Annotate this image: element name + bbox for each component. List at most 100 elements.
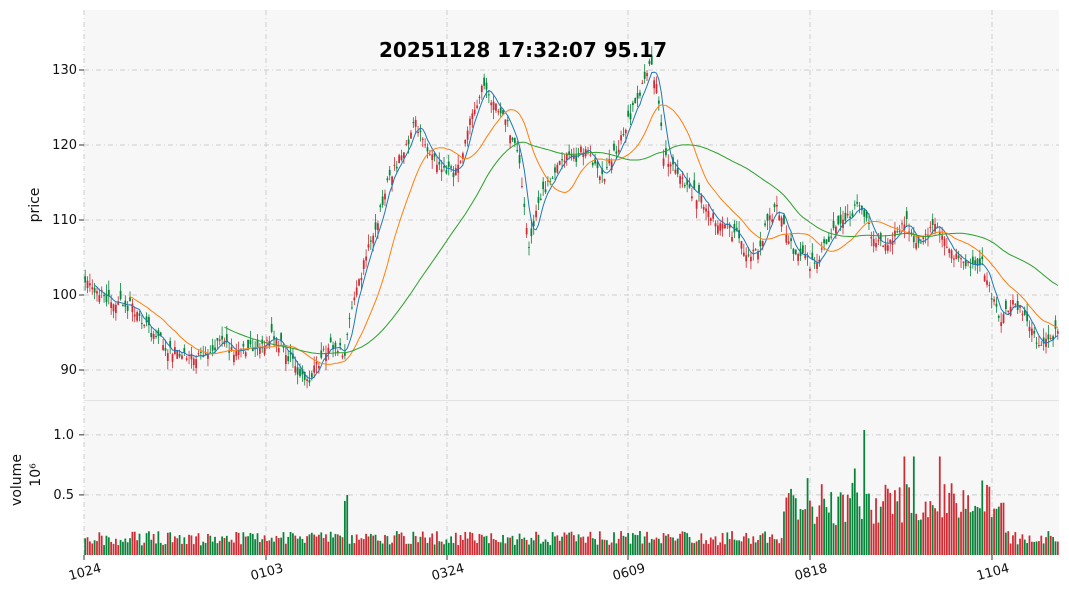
- candle-body: [162, 345, 164, 350]
- volume-bar: [629, 543, 632, 555]
- candle-body: [941, 235, 944, 240]
- candle-body: [598, 176, 601, 181]
- volume-bar: [296, 538, 299, 555]
- candle-body: [339, 342, 342, 346]
- volume-bar: [983, 511, 986, 555]
- volume-bar: [504, 543, 507, 555]
- volume-bar: [974, 505, 977, 555]
- volume-bar: [853, 468, 856, 555]
- candle-body: [898, 230, 901, 232]
- candle-body: [853, 204, 856, 206]
- volume-bar: [480, 534, 483, 555]
- candle-body: [244, 352, 247, 357]
- candle-body: [1035, 342, 1038, 344]
- candle-body: [1021, 314, 1024, 316]
- volume-bar: [506, 537, 509, 555]
- candle-body: [894, 230, 896, 237]
- candle-body: [639, 92, 641, 96]
- candle-body: [691, 196, 693, 199]
- candle-body: [997, 316, 1000, 318]
- volume-bar: [667, 534, 670, 555]
- volume-bar: [976, 506, 979, 555]
- candle-body: [920, 242, 922, 244]
- candle-body: [1038, 345, 1040, 347]
- volume-bar: [240, 544, 242, 555]
- volume-bar: [849, 498, 851, 555]
- volume-bar: [1023, 539, 1026, 555]
- candle-body: [417, 132, 419, 134]
- candle-body: [207, 353, 209, 359]
- volume-bar: [499, 542, 502, 555]
- ma-mid-line: [129, 104, 1059, 365]
- volume-bar: [716, 545, 719, 555]
- candle-body: [421, 138, 424, 140]
- candle-body: [724, 224, 726, 229]
- volume-bar: [707, 544, 710, 555]
- volume-bar: [851, 482, 854, 555]
- volume-bar: [490, 533, 493, 555]
- volume-bar: [143, 542, 146, 555]
- volume-bar: [962, 490, 965, 555]
- volume-bar: [745, 532, 748, 555]
- volume-bar: [750, 543, 752, 555]
- volume-bar: [912, 456, 915, 555]
- volume-bar: [747, 538, 750, 555]
- volume-bar: [155, 543, 157, 555]
- volume-bar: [185, 544, 188, 555]
- candle-body: [693, 180, 696, 189]
- volume-bar: [766, 542, 769, 555]
- candle-body: [665, 148, 667, 156]
- candle-body: [886, 245, 889, 251]
- candle-body: [1012, 300, 1014, 305]
- candle-body: [287, 356, 290, 362]
- volume-bar: [176, 538, 179, 555]
- volume-bar: [211, 541, 214, 555]
- volume-bar: [221, 536, 223, 555]
- volume-bar: [537, 534, 540, 555]
- candle-body: [858, 205, 861, 207]
- candle-body: [620, 135, 622, 141]
- volume-bar: [447, 542, 450, 555]
- volume-bar: [551, 532, 554, 555]
- volume-bar: [778, 543, 781, 555]
- candle-body: [551, 177, 554, 179]
- volume-bar: [287, 536, 290, 555]
- candle-body: [731, 236, 733, 242]
- candle-body: [662, 158, 665, 166]
- candle-body: [988, 284, 991, 286]
- volume-bar: [268, 540, 271, 555]
- candle-body: [929, 226, 932, 228]
- volume-bar: [799, 509, 802, 555]
- volume-bar: [941, 517, 944, 555]
- candle-body: [509, 135, 512, 144]
- candle-body: [615, 151, 618, 154]
- candle-body: [554, 167, 556, 173]
- candle-body: [1052, 336, 1054, 341]
- candle-body: [103, 295, 105, 297]
- x-tick-label: 1024: [67, 561, 103, 584]
- volume-bar: [242, 532, 245, 555]
- candle-body: [716, 225, 719, 234]
- volume-bar: [525, 539, 528, 555]
- candle-body: [986, 280, 988, 285]
- volume-bar: [405, 543, 408, 555]
- candle-body: [995, 303, 998, 307]
- volume-bar: [634, 534, 637, 555]
- candle-body: [801, 245, 804, 254]
- candle-body: [721, 223, 724, 229]
- candle-body: [400, 155, 403, 160]
- candle-body: [938, 231, 941, 234]
- volume-bar: [740, 541, 743, 555]
- volume-bar: [122, 541, 124, 555]
- volume-bar: [1014, 532, 1017, 555]
- volume-bar: [91, 543, 94, 555]
- volume-bar: [835, 524, 837, 555]
- volume-bar: [681, 531, 684, 555]
- candle-body: [950, 250, 953, 259]
- candle-body: [362, 260, 365, 270]
- volume-axis-label: volume: [9, 454, 25, 506]
- candle-body: [235, 351, 238, 357]
- volume-bar: [112, 543, 115, 555]
- candle-body: [197, 353, 200, 355]
- candle-body: [225, 334, 228, 343]
